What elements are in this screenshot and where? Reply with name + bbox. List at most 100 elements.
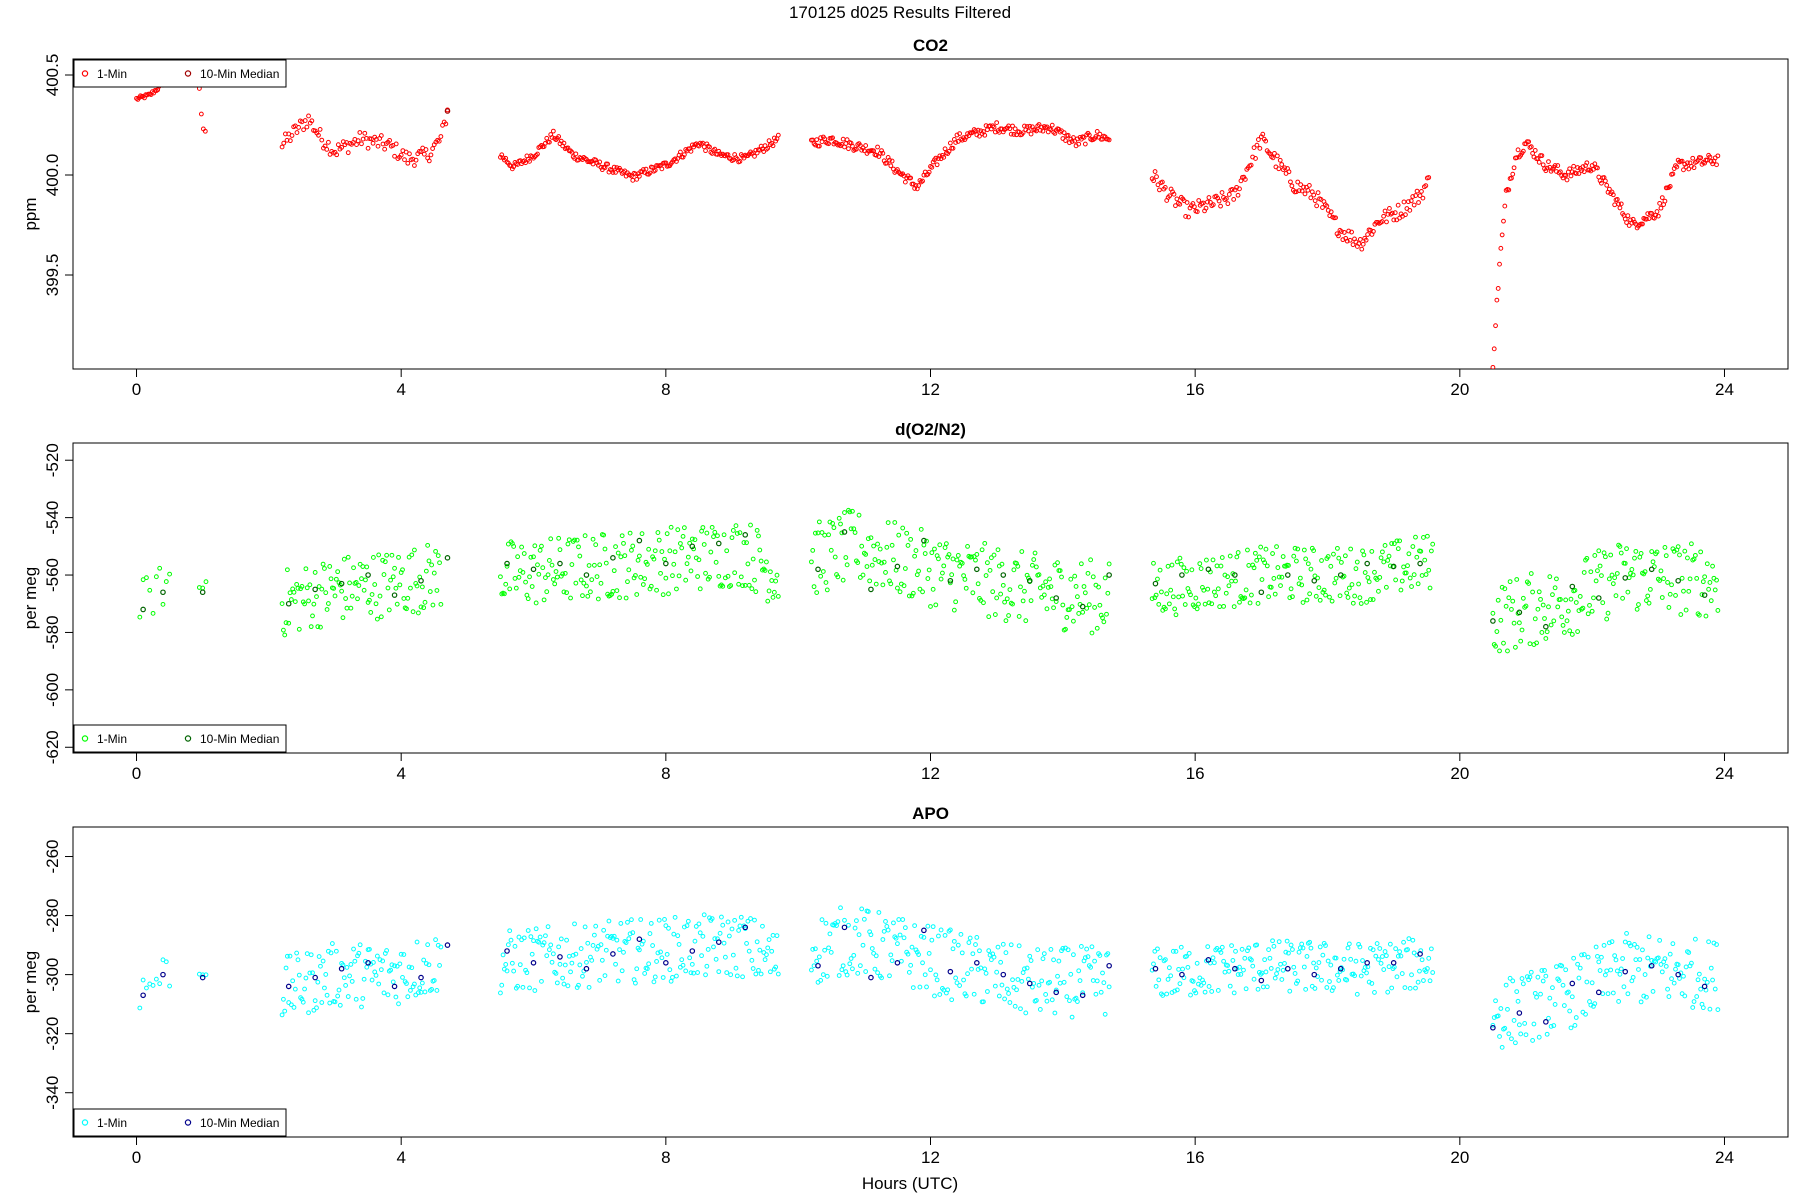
data-point-1min (430, 602, 436, 608)
data-point-1min (971, 991, 977, 997)
data-point-1min (1536, 1034, 1542, 1040)
data-point-1min (695, 970, 700, 975)
data-point-1min (1682, 993, 1688, 999)
data-point-1min (570, 952, 576, 958)
data-point-1min (639, 531, 645, 537)
data-point-1min (613, 544, 618, 550)
data-point-1min (1219, 190, 1225, 195)
data-point-1min (1299, 188, 1305, 194)
data-point-1min (1080, 609, 1086, 615)
data-point-1min (985, 560, 990, 566)
data-point-1min (1584, 555, 1590, 561)
data-point-1min (826, 141, 832, 147)
data-point-1min (930, 586, 936, 592)
data-point-1min (1241, 967, 1246, 973)
data-point-1min (856, 932, 862, 938)
data-point-1min (1526, 581, 1532, 586)
data-point-1min (734, 531, 740, 536)
data-point-1min (1178, 944, 1184, 950)
data-point-1min (647, 170, 653, 176)
data-point-1min (1669, 976, 1674, 982)
data-point-1min (1568, 173, 1574, 179)
data-point-1min (1539, 153, 1545, 159)
data-point-1min (674, 586, 679, 592)
data-point-1min (1100, 615, 1105, 621)
data-point-1min (953, 599, 959, 605)
data-point-1min (153, 574, 159, 580)
data-point-1min (328, 950, 334, 956)
data-point-1min (1317, 944, 1323, 950)
data-point-1min (311, 601, 317, 607)
data-point-1min (1418, 948, 1424, 953)
data-point-median (1337, 572, 1344, 578)
data-point-median (815, 962, 821, 969)
data-point-1min (724, 970, 730, 976)
data-point-1min (1557, 169, 1563, 175)
data-point-1min (349, 593, 355, 599)
data-point-1min (973, 128, 978, 134)
data-point-1min (1226, 192, 1232, 197)
data-point-1min (1418, 548, 1424, 554)
data-point-1min (749, 586, 755, 592)
data-point-1min (504, 968, 510, 974)
data-point-1min (374, 953, 380, 959)
data-point-1min (1226, 583, 1232, 589)
data-point-1min (1498, 245, 1504, 251)
data-point-1min (1174, 196, 1180, 202)
data-point-1min (1503, 982, 1509, 988)
data-point-1min (851, 526, 857, 532)
data-point-1min (566, 537, 572, 543)
data-point-1min (1695, 977, 1701, 983)
data-point-1min (499, 982, 505, 988)
data-point-1min (1027, 953, 1033, 959)
data-point-1min (1567, 628, 1573, 634)
data-point-1min (1307, 939, 1313, 945)
data-point-1min (1584, 979, 1590, 985)
data-point-1min (1614, 571, 1620, 576)
data-point-1min (634, 966, 640, 972)
data-point-1min (1071, 952, 1076, 958)
data-point-1min (622, 553, 628, 559)
data-point-1min (1000, 582, 1006, 588)
data-point-1min (1361, 552, 1367, 558)
data-point-1min (869, 946, 875, 951)
data-point-1min (1425, 966, 1430, 971)
data-point-1min (1328, 962, 1334, 968)
data-point-1min (688, 568, 694, 574)
data-point-1min (1171, 191, 1177, 197)
data-point-1min (676, 573, 682, 579)
data-point-1min (1019, 978, 1025, 984)
legend-marker (184, 70, 192, 77)
data-point-1min (875, 541, 880, 547)
data-point-1min (292, 599, 298, 604)
data-point-1min (918, 933, 924, 939)
data-point-1min (857, 963, 863, 969)
data-point-1min (773, 578, 779, 584)
data-point-1min (1036, 122, 1042, 127)
data-point-1min (873, 953, 879, 959)
data-point-1min (1546, 159, 1551, 164)
data-point-1min (1011, 567, 1017, 573)
data-point-1min (1694, 994, 1700, 999)
data-point-1min (1308, 195, 1314, 201)
data-point-1min (573, 580, 579, 586)
data-point-median (140, 992, 146, 999)
data-point-1min (516, 934, 522, 940)
data-point-1min (1569, 632, 1575, 637)
data-point-1min (809, 967, 814, 973)
data-point-1min (304, 951, 310, 957)
data-point-1min (846, 146, 851, 152)
data-point-1min (1258, 544, 1264, 550)
data-point-1min (981, 999, 986, 1005)
data-point-1min (1078, 561, 1084, 567)
data-point-1min (1039, 978, 1045, 984)
data-point-1min (1276, 166, 1282, 172)
data-point-1min (1089, 944, 1095, 950)
data-point-1min (711, 534, 716, 540)
data-point-1min (552, 581, 558, 587)
data-point-1min (1370, 947, 1376, 953)
data-point-1min (1356, 581, 1361, 587)
data-point-1min (1406, 936, 1412, 942)
data-point-1min (1181, 565, 1187, 571)
data-point-1min (1369, 548, 1375, 554)
